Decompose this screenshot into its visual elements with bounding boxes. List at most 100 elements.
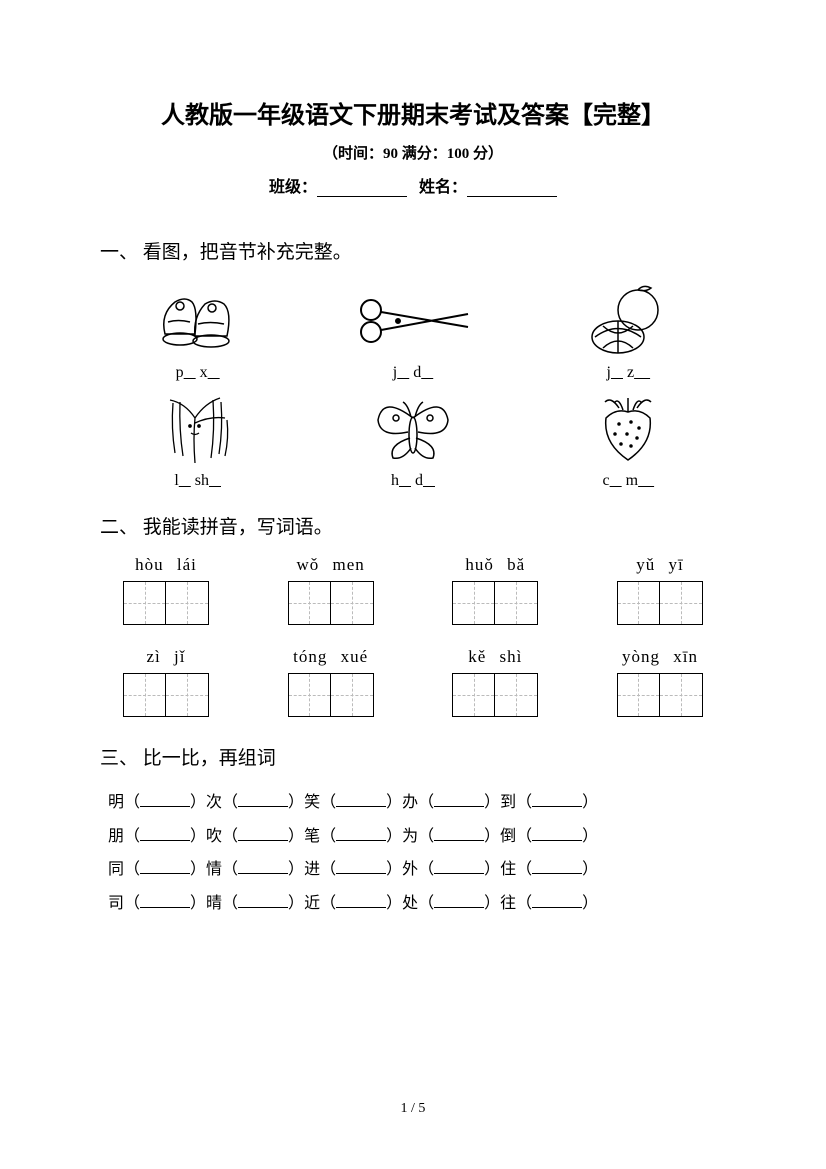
q3-blank[interactable] xyxy=(238,793,288,807)
q2-cell: wǒ men xyxy=(271,555,391,629)
q3-char: 笔（ xyxy=(304,828,336,845)
name-blank[interactable] xyxy=(467,181,557,197)
q3-blank[interactable] xyxy=(336,894,386,908)
q1-pinyin: l sh xyxy=(110,472,285,490)
q3-char: 笑（ xyxy=(304,794,336,811)
tianzige[interactable] xyxy=(288,581,374,625)
q3-blank[interactable] xyxy=(434,860,484,874)
q3-blank[interactable] xyxy=(532,827,582,841)
q3-blank[interactable] xyxy=(434,793,484,807)
q3-blank[interactable] xyxy=(532,860,582,874)
q1-pinyin: h d xyxy=(325,472,500,490)
q3-blank[interactable] xyxy=(238,894,288,908)
q1-item: j d xyxy=(325,280,500,382)
class-blank[interactable] xyxy=(317,181,407,197)
tianzige[interactable] xyxy=(452,673,538,717)
pinyin: zì jǐ xyxy=(106,647,226,667)
q3-char: 往（ xyxy=(500,895,532,912)
q3-char: 晴（ xyxy=(206,895,238,912)
q2-cell: kě shì xyxy=(435,647,555,721)
pinyin: wǒ men xyxy=(271,555,391,575)
q3-blank[interactable] xyxy=(336,827,386,841)
q2-row: hòu lái wǒ men huǒ bǎ yǔ yī xyxy=(100,555,726,629)
student-fields: 班级： 姓名： xyxy=(100,173,726,197)
q1-item: l sh xyxy=(110,388,285,490)
q3-char: 朋（ xyxy=(108,828,140,845)
q2-cell: hòu lái xyxy=(106,555,226,629)
q3-blank[interactable] xyxy=(532,894,582,908)
q1-grid: p x j d j z xyxy=(100,280,726,490)
q2-cell: huǒ bǎ xyxy=(435,555,555,629)
q3-line: 司（）晴（）近（）处（）往（） xyxy=(100,887,726,921)
tianzige[interactable] xyxy=(123,581,209,625)
q3-blank[interactable] xyxy=(140,793,190,807)
q3-blank[interactable] xyxy=(140,860,190,874)
q3-blank[interactable] xyxy=(238,827,288,841)
q3-char: 办（ xyxy=(402,794,434,811)
q3-char: 吹（ xyxy=(206,828,238,845)
pinyin: kě shì xyxy=(435,647,555,667)
q1-title: 一、 看图，把音节补充完整。 xyxy=(100,237,726,264)
q3-title: 三、 比一比，再组词 xyxy=(100,743,726,770)
subtitle: （时间：90 满分：100 分） xyxy=(100,142,726,163)
q1-item: h d xyxy=(325,388,500,490)
willow-icon xyxy=(110,388,285,466)
pinyin: yǔ yī xyxy=(600,555,720,575)
q1-item: p x xyxy=(110,280,285,382)
q3-line: 朋（）吹（）笔（）为（）倒（） xyxy=(100,820,726,854)
q3-char: 明（ xyxy=(108,794,140,811)
tianzige[interactable] xyxy=(452,581,538,625)
q3-blank[interactable] xyxy=(434,827,484,841)
q3-char: 次（ xyxy=(206,794,238,811)
q1-item: c m xyxy=(541,388,716,490)
q3-char: 进（ xyxy=(304,861,336,878)
q3-blank[interactable] xyxy=(140,827,190,841)
q3-char: 外（ xyxy=(402,861,434,878)
q3-char: 处（ xyxy=(402,895,434,912)
q2-cell: zì jǐ xyxy=(106,647,226,721)
q3-char: 司（ xyxy=(108,895,140,912)
shoes-icon xyxy=(110,280,285,358)
q3-char: 到（ xyxy=(500,794,532,811)
orange-icon xyxy=(541,280,716,358)
pinyin: hòu lái xyxy=(106,555,226,575)
q2-cell: yǔ yī xyxy=(600,555,720,629)
q2-cell: tóng xué xyxy=(271,647,391,721)
tianzige[interactable] xyxy=(617,581,703,625)
q3-blank[interactable] xyxy=(336,860,386,874)
tianzige[interactable] xyxy=(617,673,703,717)
q3-line: 同（）情（）进（）外（）住（） xyxy=(100,853,726,887)
q1-pinyin: c m xyxy=(541,472,716,490)
tianzige[interactable] xyxy=(288,673,374,717)
scissors-icon xyxy=(325,280,500,358)
q3-char: 情（ xyxy=(206,861,238,878)
q1-pinyin: j z xyxy=(541,364,716,382)
q2-row: zì jǐ tóng xué kě shì yòng xīn xyxy=(100,647,726,721)
q3-blank[interactable] xyxy=(434,894,484,908)
q3-char: 住（ xyxy=(500,861,532,878)
name-label: 姓名： xyxy=(419,179,467,196)
q3-char: 近（ xyxy=(304,895,336,912)
pinyin: yòng xīn xyxy=(600,647,720,667)
strawberry-icon xyxy=(541,388,716,466)
class-label: 班级： xyxy=(269,179,317,196)
q3-blank[interactable] xyxy=(532,793,582,807)
q3-blank[interactable] xyxy=(238,860,288,874)
page-title: 人教版一年级语文下册期末考试及答案【完整】 xyxy=(100,95,726,130)
q3-char: 倒（ xyxy=(500,828,532,845)
q3-blank[interactable] xyxy=(140,894,190,908)
pinyin: huǒ bǎ xyxy=(435,555,555,575)
pinyin: tóng xué xyxy=(271,647,391,667)
q3-blank[interactable] xyxy=(336,793,386,807)
q2-title: 二、 我能读拼音，写词语。 xyxy=(100,512,726,539)
q3-char: 为（ xyxy=(402,828,434,845)
page-footer: 1 / 5 xyxy=(0,1101,826,1117)
q3-char: 同（ xyxy=(108,861,140,878)
q1-pinyin: j d xyxy=(325,364,500,382)
tianzige[interactable] xyxy=(123,673,209,717)
butterfly-icon xyxy=(325,388,500,466)
q2-cell: yòng xīn xyxy=(600,647,720,721)
q1-pinyin: p x xyxy=(110,364,285,382)
q1-item: j z xyxy=(541,280,716,382)
q2-container: hòu lái wǒ men huǒ bǎ yǔ yī zì jǐ tóng x… xyxy=(100,555,726,721)
